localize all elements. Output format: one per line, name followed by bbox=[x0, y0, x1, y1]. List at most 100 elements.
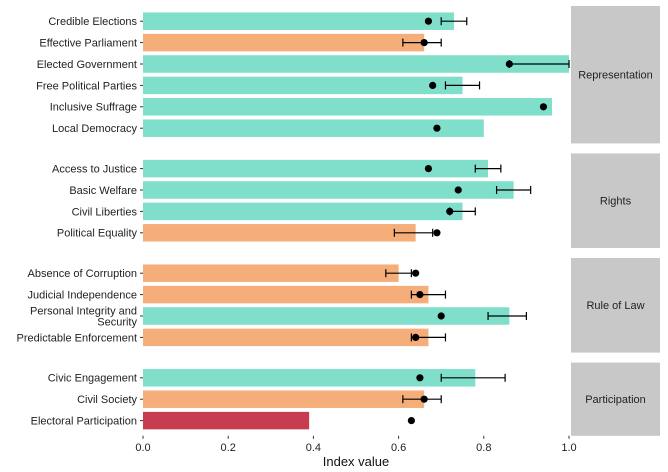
bar bbox=[143, 159, 489, 178]
category-label-line: Security bbox=[97, 316, 137, 328]
regional-average-point bbox=[407, 417, 415, 425]
category-label: Access to Justice bbox=[52, 163, 137, 175]
category-label: Local Democracy bbox=[52, 123, 137, 135]
regional-average-point bbox=[505, 60, 513, 68]
bar-row bbox=[143, 98, 552, 116]
facet-strip-label: Rule of Law bbox=[586, 300, 644, 312]
facet-strip-label: Rights bbox=[600, 196, 632, 208]
x-tick-label: 0.8 bbox=[476, 442, 491, 454]
bar bbox=[143, 307, 510, 325]
facet-strip bbox=[571, 258, 660, 353]
bar bbox=[143, 76, 463, 95]
x-axis-title: Index value bbox=[323, 454, 390, 469]
bar-row bbox=[143, 390, 442, 408]
bar-row bbox=[143, 159, 502, 178]
bar bbox=[143, 181, 514, 199]
facet-strip-label: Participation bbox=[585, 394, 646, 406]
category-label: Free Political Parties bbox=[36, 80, 137, 92]
category-label: Personal Integrity and Security bbox=[30, 305, 138, 328]
bar-row bbox=[143, 12, 468, 30]
x-tick-label: 0.2 bbox=[221, 442, 236, 454]
category-label: Basic Welfare bbox=[69, 185, 137, 197]
error-bar bbox=[440, 17, 468, 26]
bar-row bbox=[143, 411, 415, 430]
bar-row bbox=[143, 202, 476, 221]
bar bbox=[143, 411, 310, 430]
facet-strip-label: Representation bbox=[578, 70, 653, 82]
category-label: Judicial Independence bbox=[28, 289, 137, 301]
error-bar bbox=[444, 81, 481, 90]
regional-average-point bbox=[433, 124, 441, 132]
chart-panels: Credible Elections Effective Parliament El… bbox=[17, 6, 660, 436]
error-bar bbox=[440, 373, 506, 382]
facet-panel: Absence of Corruption Judicial Independen… bbox=[17, 258, 660, 353]
regional-average-point bbox=[424, 165, 433, 173]
regional-average-point bbox=[420, 395, 428, 403]
regional-average-point bbox=[412, 269, 420, 277]
error-bar bbox=[474, 164, 502, 173]
bar bbox=[143, 55, 569, 73]
bar bbox=[143, 98, 552, 116]
regional-average-point bbox=[416, 374, 424, 382]
facet-panel: Access to Justice Basic Welfare Civil Libe… bbox=[52, 153, 660, 248]
bar bbox=[143, 390, 425, 408]
regional-average-point bbox=[429, 81, 437, 89]
regional-average-point bbox=[539, 103, 548, 111]
x-tick-label: 1.0 bbox=[561, 442, 576, 454]
bar bbox=[143, 328, 429, 347]
x-tick-label: 0.4 bbox=[306, 442, 321, 454]
regional-average-point bbox=[416, 291, 424, 299]
regional-average-point bbox=[420, 39, 428, 47]
bar-row bbox=[143, 33, 442, 52]
bar-row bbox=[143, 264, 420, 282]
bar bbox=[143, 202, 463, 221]
x-tick-label: 0.0 bbox=[135, 442, 150, 454]
error-bar bbox=[495, 186, 532, 194]
category-label: Political Equality bbox=[57, 228, 138, 240]
category-label: Electoral Participation bbox=[31, 415, 137, 427]
x-tick-label: 0.6 bbox=[391, 442, 406, 454]
bar-row bbox=[143, 285, 447, 304]
regional-average-point bbox=[446, 207, 454, 215]
bar bbox=[143, 224, 416, 242]
facet-strip bbox=[571, 6, 660, 144]
facet-strip bbox=[571, 362, 660, 436]
bar-row bbox=[143, 55, 570, 73]
x-axis: 0.0 0.2 0.4 0.6 0.8 1.0 bbox=[135, 435, 577, 454]
bar-row bbox=[143, 119, 484, 137]
bar-row bbox=[143, 328, 447, 347]
category-label: Civil Society bbox=[77, 394, 137, 406]
regional-average-point bbox=[433, 229, 441, 237]
bar bbox=[143, 369, 476, 387]
error-bar bbox=[393, 228, 434, 237]
regional-average-point bbox=[454, 186, 462, 194]
bar-row bbox=[143, 76, 481, 95]
bar-row bbox=[143, 224, 441, 242]
bar bbox=[143, 33, 425, 52]
category-label: Civil Liberties bbox=[72, 206, 138, 218]
category-label: Elected Government bbox=[37, 59, 137, 71]
bar bbox=[143, 12, 454, 30]
facet-strip bbox=[571, 153, 660, 248]
bar bbox=[143, 264, 399, 282]
bar-row bbox=[143, 307, 528, 325]
bar-row bbox=[143, 369, 506, 387]
facet-panel: Credible Elections Effective Parliament El… bbox=[36, 6, 660, 144]
bar bbox=[143, 285, 429, 304]
category-label: Civic Engagement bbox=[48, 373, 137, 385]
bar bbox=[143, 119, 484, 137]
category-label: Inclusive Suffrage bbox=[50, 102, 137, 114]
category-label: Credible Elections bbox=[48, 16, 137, 28]
regional-average-point bbox=[412, 333, 420, 341]
category-label: Effective Parliament bbox=[39, 37, 137, 49]
facet-panel: Civic Engagement Civil Society Electoral P… bbox=[31, 362, 660, 436]
bar-row bbox=[143, 181, 532, 199]
regional-average-point bbox=[424, 17, 433, 25]
category-label-line: Personal Integrity and bbox=[30, 305, 137, 317]
error-bar bbox=[385, 269, 412, 278]
category-label: Absence of Corruption bbox=[28, 268, 137, 280]
category-label: Predictable Enforcement bbox=[17, 332, 137, 344]
regional-average-point bbox=[437, 312, 445, 320]
error-bar bbox=[487, 312, 528, 320]
